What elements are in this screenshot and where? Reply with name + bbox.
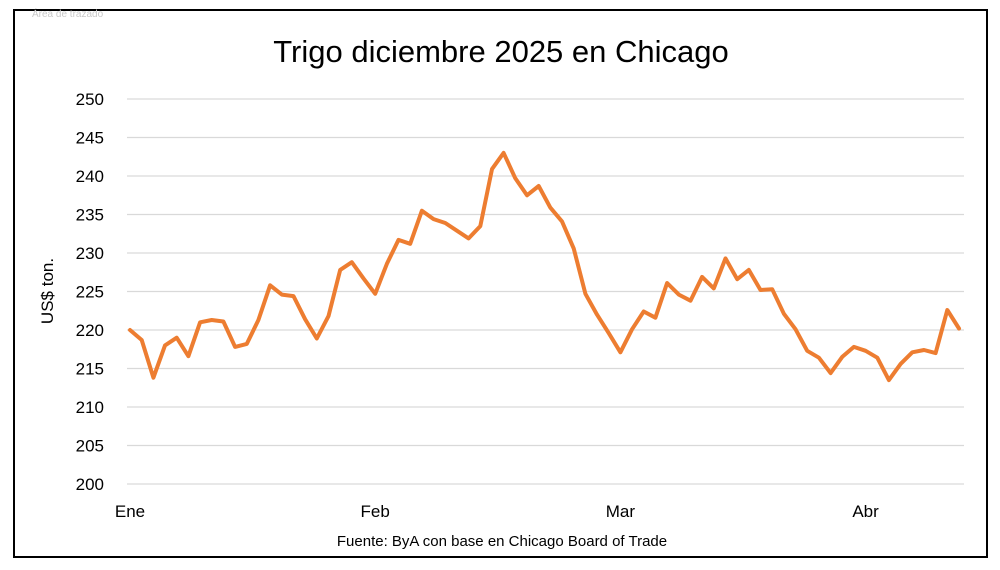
- y-tick-label: 225: [76, 283, 104, 302]
- x-tick-label: Ene: [115, 502, 145, 521]
- y-tick-label: 220: [76, 321, 104, 340]
- x-axis-ticks: Ene Feb Mar Abr: [115, 502, 879, 521]
- y-tick-label: 230: [76, 244, 104, 263]
- y-tick-label: 240: [76, 167, 104, 186]
- y-tick-label: 250: [76, 90, 104, 109]
- source-note: Fuente: ByA con base en Chicago Board of…: [337, 533, 667, 550]
- plot-area-label: Área de trazado: [32, 9, 104, 20]
- y-tick-label: 205: [76, 437, 104, 456]
- chart-frame: [13, 9, 988, 558]
- y-tick-label: 215: [76, 360, 104, 379]
- y-axis-ticks: 200 205 210 215 220 225 230 235 240 245 250: [76, 90, 104, 494]
- y-tick-label: 210: [76, 398, 104, 417]
- y-tick-label: 200: [76, 475, 104, 494]
- grid-lines: [127, 98, 964, 485]
- y-axis-label: US$ ton.: [38, 258, 57, 324]
- x-tick-label: Abr: [852, 502, 879, 521]
- series-line: [128, 150, 961, 383]
- y-tick-label: 235: [76, 206, 104, 225]
- chart-title: Trigo diciembre 2025 en Chicago: [273, 34, 729, 69]
- y-tick-label: 245: [76, 129, 104, 148]
- x-tick-label: Feb: [361, 502, 390, 521]
- x-tick-label: Mar: [606, 502, 636, 521]
